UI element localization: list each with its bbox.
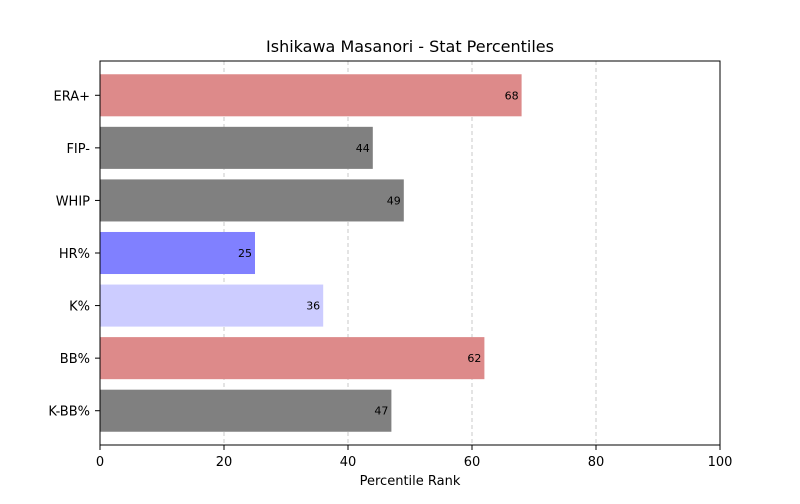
y-tick-label: FIP- [66,142,90,157]
bar [100,389,392,432]
y-tick-label: K-BB% [48,405,90,420]
chart-title: Ishikawa Masanori - Stat Percentiles [266,37,554,56]
x-tick-label: 80 [588,455,605,470]
y-tick-label: WHIP [56,194,90,209]
bar [100,74,522,117]
x-axis: 0 20 40 60 80 100 [96,445,733,470]
y-tick-label: HR% [59,247,90,262]
x-axis-label: Percentile Rank [360,474,461,489]
y-tick-label: ERA+ [53,89,90,104]
bar-value-label: 49 [387,194,401,207]
bar-value-label: 25 [238,247,252,260]
bar-value-label: 68 [505,89,519,102]
bar [100,126,373,169]
x-tick-label: 100 [708,455,733,470]
x-tick-label: 0 [96,455,104,470]
x-tick-label: 20 [216,455,233,470]
x-tick-label: 40 [340,455,357,470]
bars: 68 44 49 25 36 62 47 [100,74,522,432]
x-tick-label: 60 [464,455,481,470]
y-axis: ERA+ FIP- WHIP HR% K% BB% K-BB% [48,89,100,420]
y-tick-label: K% [69,300,90,315]
bar [100,284,324,327]
bar [100,179,404,222]
bar-value-label: 36 [306,300,320,313]
y-tick-label: BB% [60,352,90,367]
bar-value-label: 44 [356,142,370,155]
gridlines [223,61,597,445]
bar-value-label: 47 [374,405,388,418]
bar-value-label: 62 [467,352,481,365]
bar [100,231,255,275]
bar [100,337,485,380]
